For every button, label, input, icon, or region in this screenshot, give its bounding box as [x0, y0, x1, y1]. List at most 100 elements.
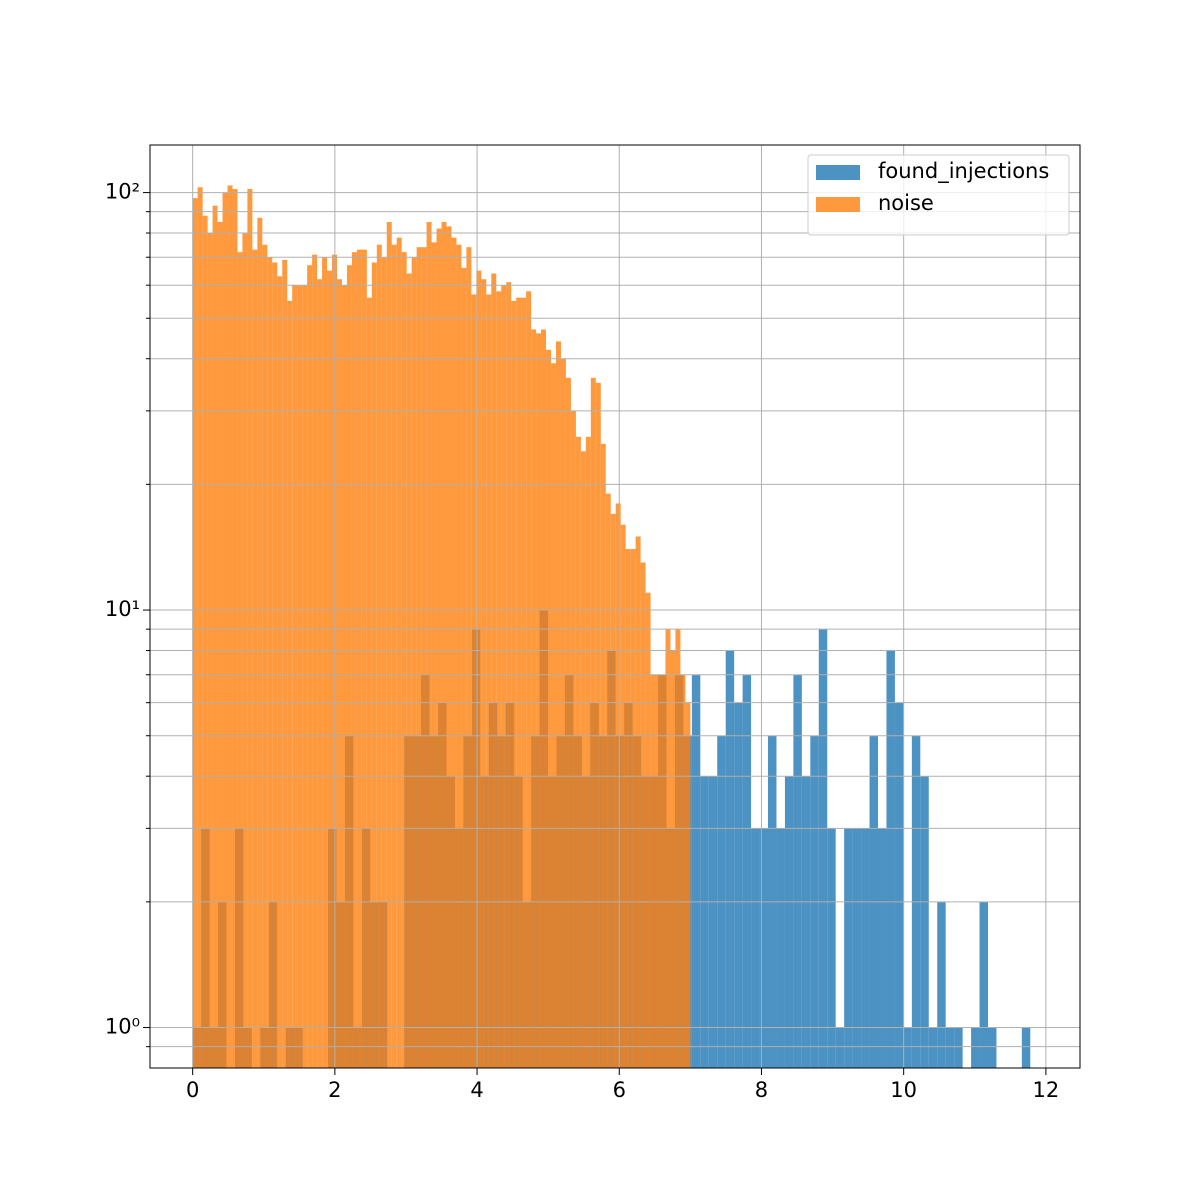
- bar: [691, 674, 701, 1068]
- bar: [1021, 1027, 1031, 1068]
- bar: [660, 674, 666, 1068]
- bar: [436, 228, 442, 1068]
- x-tick-label: 0: [186, 1078, 199, 1102]
- bar: [341, 285, 347, 1068]
- bar: [272, 262, 278, 1069]
- bar: [451, 237, 457, 1068]
- bar: [406, 273, 412, 1069]
- bar: [670, 650, 676, 1068]
- bar: [431, 242, 437, 1068]
- bar: [708, 776, 718, 1068]
- bar: [491, 273, 497, 1069]
- bar: [282, 259, 288, 1068]
- bar: [595, 382, 601, 1068]
- bar: [511, 300, 517, 1069]
- bar: [801, 776, 811, 1068]
- bar: [793, 674, 802, 1068]
- y-tick-label: 10⁰: [105, 1015, 140, 1039]
- bar: [396, 237, 402, 1068]
- bar: [262, 244, 268, 1069]
- bar: [461, 267, 467, 1068]
- bar: [237, 252, 243, 1068]
- legend-swatch: [816, 197, 860, 212]
- bar: [546, 349, 552, 1069]
- bar: [580, 451, 586, 1069]
- bar: [784, 776, 794, 1068]
- bar: [227, 185, 233, 1068]
- bar: [401, 252, 407, 1068]
- bar: [920, 776, 929, 1068]
- bar: [471, 294, 477, 1068]
- bar: [945, 1027, 955, 1068]
- bar: [630, 549, 636, 1068]
- bar: [361, 249, 367, 1069]
- x-tick-label: 10: [890, 1078, 917, 1102]
- bar: [903, 1027, 912, 1068]
- bar: [640, 562, 646, 1068]
- bar: [232, 188, 238, 1068]
- bar: [734, 702, 743, 1068]
- bar: [742, 674, 752, 1068]
- bar: [635, 536, 641, 1068]
- x-tick-label: 6: [613, 1078, 626, 1102]
- bar: [560, 358, 566, 1068]
- bar: [615, 503, 621, 1069]
- bar: [307, 265, 313, 1069]
- bar: [937, 901, 946, 1068]
- bar: [297, 285, 303, 1068]
- bar: [751, 828, 760, 1068]
- bar: [620, 524, 626, 1068]
- bar: [894, 702, 904, 1068]
- bar: [356, 249, 362, 1069]
- bar: [827, 828, 836, 1068]
- bar: [526, 291, 532, 1068]
- bar: [322, 257, 328, 1068]
- bar: [987, 1027, 997, 1068]
- bar: [861, 828, 870, 1068]
- bar: [192, 198, 198, 1068]
- bar: [366, 297, 372, 1069]
- bar: [551, 363, 556, 1069]
- bar: [421, 247, 427, 1069]
- bar: [650, 674, 656, 1068]
- bar: [835, 1027, 845, 1068]
- bar: [446, 226, 452, 1068]
- bar: [481, 279, 487, 1068]
- bar: [665, 629, 671, 1068]
- y-tick-label: 10¹: [105, 597, 140, 621]
- bar: [292, 285, 298, 1068]
- bar: [222, 192, 228, 1069]
- bar: [818, 629, 828, 1068]
- legend-box: [807, 154, 1070, 236]
- bar: [257, 217, 263, 1069]
- plot-frame: [149, 144, 1081, 1069]
- bar: [386, 222, 392, 1069]
- bar: [252, 249, 258, 1069]
- bar: [555, 341, 561, 1068]
- bar: [725, 650, 735, 1068]
- bar: [645, 592, 651, 1068]
- bar: [979, 901, 988, 1068]
- bar: [426, 222, 432, 1069]
- bar: [971, 1027, 980, 1068]
- bar: [675, 629, 681, 1068]
- bar: [496, 291, 502, 1068]
- bar: [411, 257, 417, 1068]
- bar: [351, 252, 357, 1068]
- y-tick-label: 10²: [105, 180, 140, 204]
- bar: [312, 254, 318, 1069]
- bar: [202, 215, 208, 1068]
- bar: [486, 294, 492, 1068]
- x-tick-label: 12: [1033, 1078, 1060, 1102]
- bar: [531, 329, 537, 1068]
- legend-label: found_injections: [878, 159, 1049, 184]
- x-tick-label: 8: [755, 1078, 768, 1102]
- bar: [954, 1027, 963, 1068]
- bar: [441, 222, 447, 1069]
- bar: [267, 257, 273, 1068]
- bar: [700, 776, 709, 1068]
- bar: [287, 300, 293, 1069]
- bar: [590, 377, 596, 1069]
